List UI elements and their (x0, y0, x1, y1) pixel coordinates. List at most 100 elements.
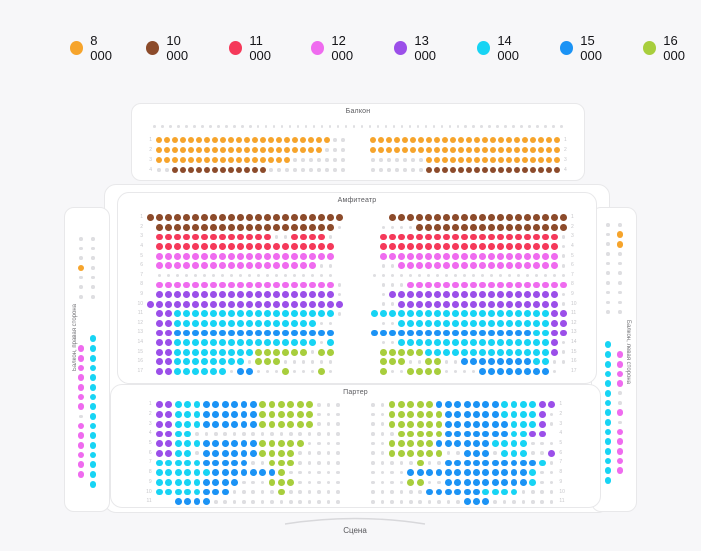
seat[interactable] (227, 156, 235, 164)
seat[interactable] (219, 214, 226, 222)
seat[interactable] (240, 459, 248, 467)
seat[interactable] (201, 252, 208, 260)
seat[interactable] (174, 449, 182, 457)
seat[interactable] (246, 329, 253, 337)
seat[interactable] (470, 291, 477, 298)
seat[interactable] (300, 281, 307, 289)
seat[interactable] (604, 370, 612, 378)
seat[interactable] (398, 348, 405, 356)
seat[interactable] (524, 300, 531, 308)
seat[interactable] (174, 243, 181, 250)
seat[interactable] (227, 166, 235, 174)
seat[interactable] (77, 432, 85, 440)
seat[interactable] (542, 281, 549, 289)
seat[interactable] (179, 166, 187, 174)
seat[interactable] (481, 146, 489, 154)
seat[interactable] (501, 478, 509, 486)
seat[interactable] (201, 319, 208, 327)
seat[interactable] (529, 430, 537, 438)
seat[interactable] (443, 300, 450, 308)
seat[interactable] (434, 348, 441, 356)
seat[interactable] (165, 459, 173, 467)
seat[interactable] (515, 262, 522, 270)
seat[interactable] (461, 329, 468, 337)
seat[interactable] (407, 233, 414, 241)
seat[interactable] (380, 348, 387, 356)
seat[interactable] (425, 329, 432, 337)
seat[interactable] (202, 411, 210, 418)
seat[interactable] (165, 214, 172, 222)
seat[interactable] (219, 281, 226, 289)
seat[interactable] (479, 348, 486, 356)
seat[interactable] (183, 291, 190, 298)
seat[interactable] (299, 136, 307, 144)
seat[interactable] (497, 310, 504, 318)
seat[interactable] (89, 335, 97, 343)
seat[interactable] (497, 252, 504, 260)
seat[interactable] (156, 358, 163, 366)
seat[interactable] (202, 488, 210, 496)
seat[interactable] (202, 420, 210, 428)
seat[interactable] (174, 339, 181, 346)
seat[interactable] (77, 422, 85, 430)
seat[interactable] (454, 488, 462, 496)
seat[interactable] (457, 166, 465, 174)
seat[interactable] (488, 358, 495, 366)
seat[interactable] (309, 223, 316, 231)
seat[interactable] (174, 498, 182, 506)
seat[interactable] (520, 430, 527, 438)
seat[interactable] (616, 240, 624, 248)
seat[interactable] (434, 214, 441, 222)
seat[interactable] (505, 156, 513, 164)
seat[interactable] (282, 329, 289, 337)
seat[interactable] (240, 401, 248, 409)
seat[interactable] (465, 156, 473, 164)
seat[interactable] (327, 214, 334, 222)
seat[interactable] (174, 291, 181, 298)
seat[interactable] (237, 223, 244, 231)
seat[interactable] (452, 223, 459, 231)
seat[interactable] (473, 478, 480, 486)
seat[interactable] (604, 438, 612, 446)
seat[interactable] (278, 449, 285, 457)
seat[interactable] (551, 214, 558, 222)
seat[interactable] (264, 252, 271, 260)
seat[interactable] (479, 223, 486, 231)
seat[interactable] (416, 420, 424, 428)
seat[interactable] (210, 252, 217, 260)
seat[interactable] (300, 339, 307, 346)
seat[interactable] (380, 252, 387, 260)
seat[interactable] (434, 262, 441, 270)
seat[interactable] (264, 223, 271, 231)
seat[interactable] (443, 262, 450, 270)
seat[interactable] (444, 420, 452, 428)
seat[interactable] (470, 214, 477, 222)
seat[interactable] (267, 136, 275, 144)
seat[interactable] (273, 300, 280, 308)
seat[interactable] (327, 223, 334, 231)
seat[interactable] (202, 459, 210, 467)
seat[interactable] (409, 136, 417, 144)
seat[interactable] (300, 262, 307, 270)
seat[interactable] (407, 411, 415, 418)
seat[interactable] (156, 300, 163, 308)
seat[interactable] (219, 367, 226, 375)
seat[interactable] (515, 339, 522, 346)
seat[interactable] (237, 329, 244, 337)
seat[interactable] (246, 243, 253, 250)
seat[interactable] (388, 440, 396, 447)
seat[interactable] (416, 262, 423, 270)
seat[interactable] (444, 488, 452, 496)
seat[interactable] (616, 380, 624, 387)
seat[interactable] (193, 420, 201, 428)
seat[interactable] (470, 243, 477, 250)
seat[interactable] (246, 214, 253, 222)
seat[interactable] (524, 262, 531, 270)
seat[interactable] (309, 300, 316, 308)
seat[interactable] (240, 449, 248, 457)
seat[interactable] (299, 146, 307, 154)
seat[interactable] (249, 469, 257, 477)
seat[interactable] (444, 478, 452, 486)
seat[interactable] (306, 401, 314, 409)
seat[interactable] (470, 252, 477, 260)
